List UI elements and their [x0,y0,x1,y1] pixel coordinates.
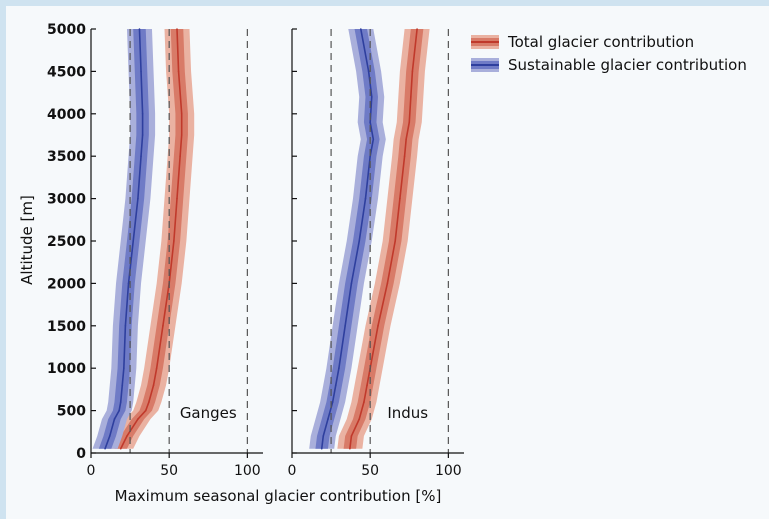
panel-label-indus: Indus [387,404,428,422]
total-point-indus [410,96,412,98]
total-point-indus [405,138,407,141]
total-point-ganges [137,418,139,420]
total-point-ganges [144,409,147,412]
sustainable-point-indus [367,70,370,73]
x-tick-label: 100 [435,463,462,479]
y-tick-label: 500 [57,404,86,420]
sustainable-inner-band-indus [315,29,380,449]
y-tick-label: 4000 [47,107,86,123]
total-outer-band-ganges [108,29,195,449]
total-point-indus [349,447,351,450]
total-point-ganges [180,113,183,115]
total-point-ganges [180,134,183,136]
legend-label-sustainable: Sustainable glacier contribution [508,55,747,74]
sustainable-point-ganges [127,282,130,285]
total-point-indus [358,418,361,420]
sustainable-point-indus [360,28,362,30]
total-point-indus [411,70,414,73]
sustainable-point-ganges [132,240,135,242]
panel-label-ganges: Ganges [180,404,237,422]
x-tick-label: 50 [160,463,178,479]
legend-item-total: Total glacier contribution [471,30,747,53]
sustainable-line-ganges [104,28,144,450]
x-tick-label: 0 [87,463,96,479]
sustainable-point-ganges [121,384,124,386]
sustainable-point-ganges [141,134,144,136]
total-line-ganges [119,28,183,450]
y-tick-label: 3500 [47,149,86,165]
y-tick-label: 0 [76,446,86,462]
sustainable-point-ganges [118,409,120,412]
y-tick-label: 2000 [47,276,86,292]
y-tick-label: 1000 [47,361,86,377]
sustainable-point-ganges [104,447,106,450]
sustainable-point-indus [372,138,375,141]
sustainable-point-ganges [140,155,142,157]
total-point-ganges [152,384,155,386]
total-point-ganges [173,240,175,242]
sustainable-point-indus [370,96,373,98]
total-point-indus [416,28,418,30]
total-point-ganges [177,70,180,73]
y-tick-label: 3000 [47,192,86,208]
sustainable-point-indus [369,121,371,124]
total-point-indus [399,197,401,200]
total-point-indus [366,384,368,386]
x-axis-label: Maximum seasonal glacier contribution [%… [115,487,442,505]
y-tick-label: 5000 [47,22,86,38]
sustainable-point-indus [338,367,340,370]
legend: Total glacier contribution Sustainable g… [471,30,747,76]
panel-indus: 0 50 100 Indus [288,28,464,479]
total-point-ganges [162,325,164,327]
x-tick-label: 50 [361,463,379,479]
total-point-ganges [155,367,158,370]
y-tick-label: 4500 [47,64,86,80]
sustainable-point-indus [344,325,346,327]
sustainable-point-indus [331,401,334,403]
sustainable-point-ganges [119,401,122,403]
sustainable-point-indus [322,435,325,437]
total-point-indus [350,435,353,437]
total-point-ganges [148,401,150,403]
legend-swatch-total [471,34,499,50]
sustainable-point-indus [364,197,367,200]
sustainable-point-ganges [137,197,139,200]
total-point-indus [377,325,379,327]
y-tick-label: 1500 [47,319,86,335]
x-tick-label: 100 [234,463,261,479]
total-inner-band-indus [343,29,424,449]
sustainable-point-indus [358,240,361,242]
sustainable-point-ganges [138,28,141,30]
total-line-indus [349,28,418,449]
sustainable-point-indus [334,384,337,386]
sustainable-line-indus [320,28,375,449]
sustainable-point-ganges [141,113,144,115]
y-axis-label: Altitude [m] [18,195,36,285]
sustainable-point-indus [327,418,329,420]
total-point-ganges [176,197,178,200]
sustainable-point-indus [350,282,353,285]
sustainable-point-ganges [140,70,142,73]
total-point-indus [386,282,389,285]
total-point-indus [363,401,365,403]
total-point-indus [408,121,411,124]
sustainable-point-ganges [124,325,127,327]
total-point-ganges [119,447,122,450]
panel-ganges: 0500100015002000250030003500400045005000… [47,22,263,479]
y-tick-label: 2500 [47,234,86,250]
total-point-ganges [179,155,181,157]
total-point-indus [394,240,397,242]
sustainable-point-ganges [123,367,125,370]
sustainable-point-indus [320,447,323,450]
x-tick-label: 0 [288,463,297,479]
total-point-ganges [176,28,178,30]
legend-item-sustainable: Sustainable glacier contribution [471,53,747,76]
legend-swatch-sustainable [471,57,499,73]
sustainable-point-ganges [108,435,111,437]
total-point-ganges [126,435,128,437]
legend-label-total: Total glacier contribution [508,32,695,51]
total-point-indus [403,155,406,157]
sustainable-point-ganges [113,418,116,420]
